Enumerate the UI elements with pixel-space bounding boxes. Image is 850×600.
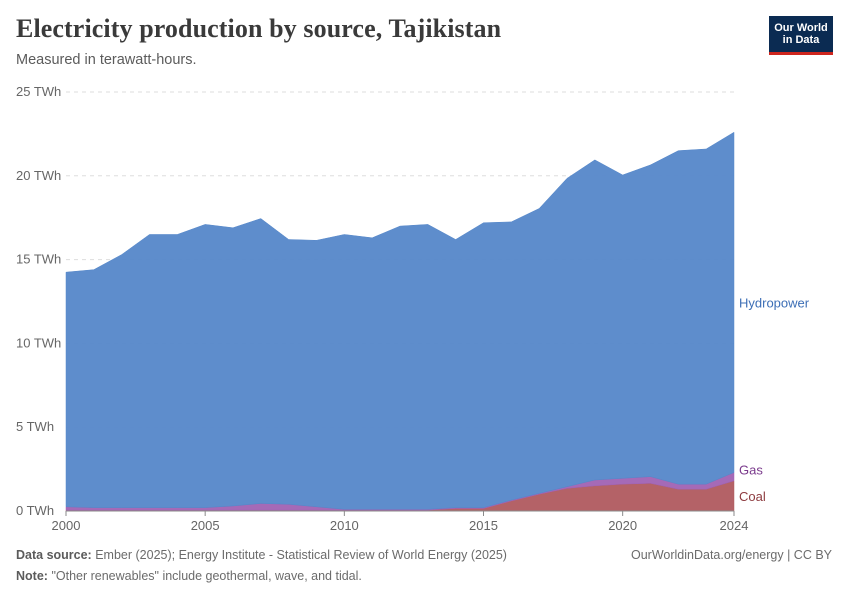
y-tick-label: 15 TWh xyxy=(16,252,61,267)
x-tick-label: 2015 xyxy=(469,518,498,533)
chart-title: Electricity production by source, Tajiki… xyxy=(16,14,502,43)
area-chart: 0 TWh 5 TWh 10 TWh 15 TWh 20 TWh 25 TWh 2000 20… xyxy=(16,84,810,533)
data-source-text: Ember (2025); Energy Institute - Statist… xyxy=(95,548,507,562)
note-text: "Other renewables" include geothermal, w… xyxy=(51,569,362,583)
source-url[interactable]: OurWorldinData.org/energy | CC BY xyxy=(630,548,832,562)
x-tick-label: 2005 xyxy=(191,518,220,533)
series-label-hydropower: Hydropower xyxy=(739,295,810,310)
y-tick-label: 5 TWh xyxy=(16,419,54,434)
series-label-coal: Coal xyxy=(739,489,766,504)
x-tick-label: 2010 xyxy=(330,518,359,533)
data-source-label: Data source: xyxy=(16,548,92,562)
x-tick-label: 2000 xyxy=(52,518,81,533)
data-source: Data source: Ember (2025); Energy Instit… xyxy=(16,548,507,562)
area-hydropower xyxy=(65,131,735,510)
logo-line-2: in Data xyxy=(782,34,820,46)
y-tick-label: 25 TWh xyxy=(16,84,61,99)
note: Note: "Other renewables" include geother… xyxy=(16,569,362,583)
y-tick-label: 20 TWh xyxy=(16,168,61,183)
note-label: Note: xyxy=(16,569,48,583)
x-tick-label: 2020 xyxy=(608,518,637,533)
series-label-gas: Gas xyxy=(739,462,763,477)
x-tick-label: 2024 xyxy=(720,518,749,533)
owid-logo[interactable]: Our World in Data xyxy=(769,16,833,55)
y-tick-label: 10 TWh xyxy=(16,335,61,350)
logo-line-1: Our World xyxy=(774,22,828,34)
chart-subtitle: Measured in terawatt-hours. xyxy=(16,52,197,68)
y-tick-label: 0 TWh xyxy=(16,503,54,518)
